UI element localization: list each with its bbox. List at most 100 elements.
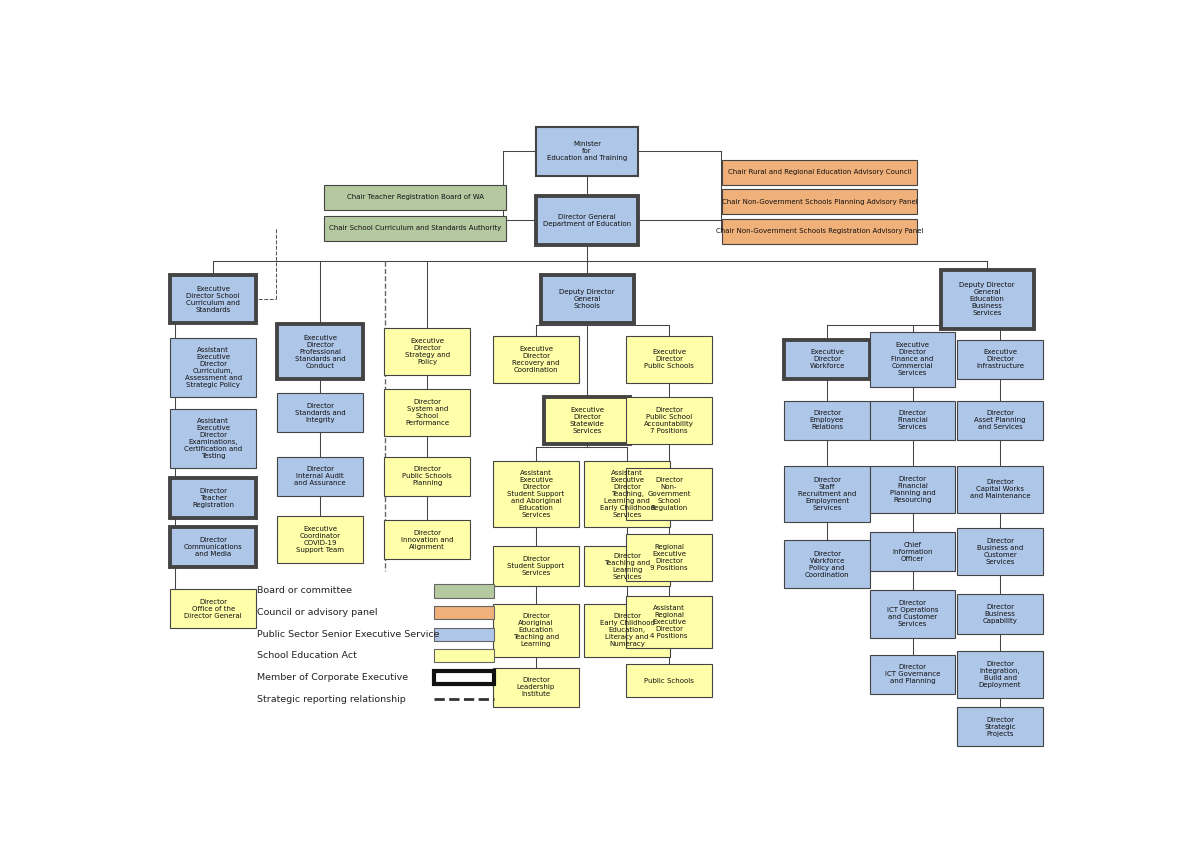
Bar bbox=[958, 340, 1043, 379]
Bar bbox=[433, 649, 494, 663]
Bar bbox=[324, 216, 505, 240]
Bar bbox=[493, 461, 578, 527]
Text: Assistant
Executive
Director
Student Support
and Aboriginal
Education
Services: Assistant Executive Director Student Sup… bbox=[508, 470, 564, 518]
Bar bbox=[626, 534, 712, 581]
Text: Director
Workforce
Policy and
Coordination: Director Workforce Policy and Coordinati… bbox=[805, 550, 850, 578]
Text: Chair School Curriculum and Standards Authority: Chair School Curriculum and Standards Au… bbox=[329, 225, 502, 231]
Text: Director
Business
Capability: Director Business Capability bbox=[983, 604, 1018, 624]
Text: Deputy Director
General
Schools: Deputy Director General Schools bbox=[559, 289, 614, 309]
Text: Director
Teacher
Registration: Director Teacher Registration bbox=[192, 488, 234, 508]
Text: Director
Public School
Accountability
7 Positions: Director Public School Accountability 7 … bbox=[644, 407, 694, 434]
Bar bbox=[277, 516, 362, 563]
Bar bbox=[958, 400, 1043, 440]
Text: Director
Early Childhood
Education,
Literacy and
Numeracy: Director Early Childhood Education, Lite… bbox=[600, 613, 654, 648]
Text: Executive
Director
Statewide
Services: Executive Director Statewide Services bbox=[570, 407, 605, 434]
Text: Regional
Executive
Director
9 Positions: Regional Executive Director 9 Positions bbox=[650, 544, 688, 571]
Text: Director
System and
School
Performance: Director System and School Performance bbox=[406, 399, 449, 426]
Bar bbox=[785, 340, 870, 379]
Bar bbox=[277, 324, 362, 379]
Bar bbox=[870, 654, 955, 694]
Bar bbox=[170, 589, 256, 629]
Bar bbox=[433, 628, 494, 641]
Bar bbox=[433, 606, 494, 619]
Text: Director
Public Schools
Planning: Director Public Schools Planning bbox=[402, 466, 452, 486]
Bar bbox=[626, 397, 712, 444]
Text: Board or committee: Board or committee bbox=[257, 586, 352, 596]
Bar bbox=[433, 671, 494, 684]
Text: Director
Student Support
Services: Director Student Support Services bbox=[508, 556, 564, 576]
Bar bbox=[958, 707, 1043, 746]
Bar bbox=[870, 331, 955, 388]
Bar bbox=[493, 336, 578, 383]
Bar bbox=[277, 457, 362, 496]
Text: Director
Internal Audit
and Assurance: Director Internal Audit and Assurance bbox=[294, 466, 346, 486]
Bar bbox=[584, 604, 670, 657]
Text: Executive
Coordinator
COVID-19
Support Team: Executive Coordinator COVID-19 Support T… bbox=[296, 527, 344, 553]
Text: Director
Communications
and Media: Director Communications and Media bbox=[184, 537, 242, 557]
Text: Director
Asset Planning
and Services: Director Asset Planning and Services bbox=[974, 411, 1026, 430]
Text: Executive
Director School
Curriculum and
Standards: Executive Director School Curriculum and… bbox=[186, 285, 240, 313]
Bar bbox=[626, 596, 712, 648]
Bar bbox=[493, 546, 578, 585]
Text: School Education Act: School Education Act bbox=[257, 652, 356, 660]
Text: Member of Corporate Executive: Member of Corporate Executive bbox=[257, 673, 408, 682]
Bar bbox=[626, 468, 712, 520]
Text: Director
Employee
Relations: Director Employee Relations bbox=[810, 411, 845, 430]
Bar bbox=[584, 461, 670, 527]
Bar bbox=[170, 478, 256, 517]
Text: Chair Non-Government Schools Registration Advisory Panel: Chair Non-Government Schools Registratio… bbox=[716, 228, 923, 234]
Text: Strategic reporting relationship: Strategic reporting relationship bbox=[257, 694, 406, 704]
Bar bbox=[958, 466, 1043, 513]
Bar bbox=[958, 651, 1043, 698]
Bar bbox=[170, 275, 256, 323]
Text: Assistant
Executive
Director
Teaching,
Learning and
Early Childhood
Services: Assistant Executive Director Teaching, L… bbox=[600, 470, 654, 518]
Text: Assistant
Regional
Executive
Director
4 Positions: Assistant Regional Executive Director 4 … bbox=[650, 605, 688, 639]
Bar bbox=[958, 595, 1043, 634]
Bar bbox=[384, 457, 470, 496]
Text: Assistant
Executive
Director
Examinations,
Certification and
Testing: Assistant Executive Director Examination… bbox=[184, 417, 242, 458]
Text: Director
Innovation and
Alignment: Director Innovation and Alignment bbox=[401, 530, 454, 550]
Text: Minister
for
Education and Training: Minister for Education and Training bbox=[547, 141, 628, 161]
Bar bbox=[626, 665, 712, 697]
Bar bbox=[493, 604, 578, 657]
Text: Director
Capital Works
and Maintenance: Director Capital Works and Maintenance bbox=[970, 480, 1031, 499]
Text: Executive
Director
Recovery and
Coordination: Executive Director Recovery and Coordina… bbox=[512, 346, 559, 373]
Bar bbox=[170, 527, 256, 567]
Text: Director
ICT Operations
and Customer
Services: Director ICT Operations and Customer Ser… bbox=[887, 601, 938, 627]
Bar bbox=[324, 185, 505, 210]
Text: Council or advisory panel: Council or advisory panel bbox=[257, 608, 378, 617]
Text: Public Sector Senior Executive Service: Public Sector Senior Executive Service bbox=[257, 630, 439, 639]
Text: Deputy Director
General
Education
Business
Services: Deputy Director General Education Busine… bbox=[959, 282, 1015, 316]
Text: Director
Non-
Government
School
Regulation: Director Non- Government School Regulati… bbox=[647, 477, 691, 511]
Bar bbox=[941, 269, 1033, 329]
Bar bbox=[870, 532, 955, 572]
Text: Chair Non-Government Schools Planning Advisory Panel: Chair Non-Government Schools Planning Ad… bbox=[721, 199, 918, 205]
Bar bbox=[545, 397, 630, 444]
Bar bbox=[626, 336, 712, 383]
Text: Director
Strategic
Projects: Director Strategic Projects bbox=[984, 717, 1015, 737]
Bar bbox=[384, 389, 470, 436]
Text: Executive
Director
Workforce: Executive Director Workforce bbox=[809, 349, 845, 370]
Text: Director
Staff
Recruitment and
Employment
Services: Director Staff Recruitment and Employmen… bbox=[798, 477, 856, 511]
Text: Chair Rural and Regional Education Advisory Council: Chair Rural and Regional Education Advis… bbox=[727, 170, 912, 176]
Text: Executive
Director
Finance and
Commercial
Services: Executive Director Finance and Commercia… bbox=[892, 343, 934, 377]
Text: Public Schools: Public Schools bbox=[644, 678, 694, 684]
Text: Chair Teacher Registration Board of WA: Chair Teacher Registration Board of WA bbox=[347, 194, 484, 200]
Bar bbox=[870, 466, 955, 513]
Text: Director
Standards and
Integrity: Director Standards and Integrity bbox=[295, 402, 346, 423]
Bar bbox=[433, 584, 494, 597]
Bar bbox=[722, 160, 917, 185]
Bar bbox=[722, 189, 917, 215]
Bar bbox=[785, 540, 870, 588]
Bar bbox=[170, 338, 256, 398]
Text: Director
Teaching and
Learning
Services: Director Teaching and Learning Services bbox=[604, 553, 650, 579]
Bar bbox=[493, 668, 578, 707]
Text: Director
Financial
Services: Director Financial Services bbox=[898, 411, 928, 430]
Text: Executive
Director
Public Schools: Executive Director Public Schools bbox=[644, 349, 694, 370]
Text: Director
ICT Governance
and Planning: Director ICT Governance and Planning bbox=[884, 665, 941, 684]
Bar bbox=[540, 275, 634, 323]
Text: Executive
Director
Professional
Standards and
Conduct: Executive Director Professional Standard… bbox=[295, 335, 346, 369]
Bar bbox=[958, 528, 1043, 575]
Text: Director
Aboriginal
Education
Teaching and
Learning: Director Aboriginal Education Teaching a… bbox=[512, 613, 559, 648]
Text: Director
Financial
Planning and
Resourcing: Director Financial Planning and Resourci… bbox=[889, 475, 936, 503]
